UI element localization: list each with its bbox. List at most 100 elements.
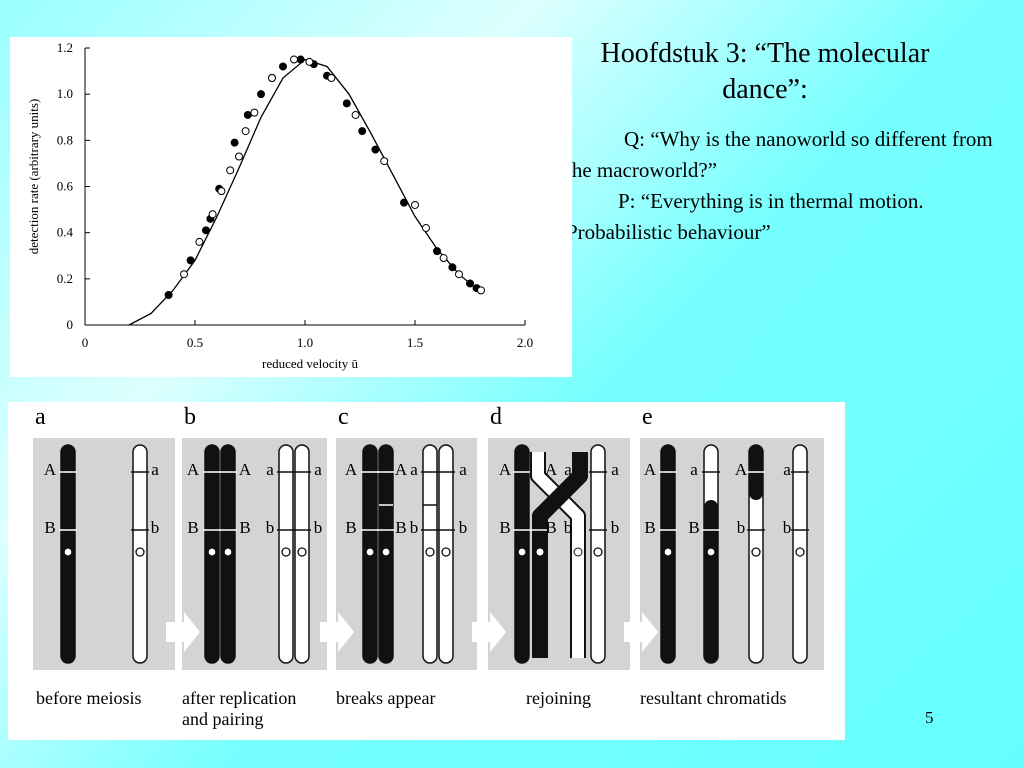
y-tick-label: 1.0 xyxy=(57,86,73,101)
filled-point xyxy=(296,55,305,64)
arrow xyxy=(472,612,506,652)
answer: P: “Everything is in thermal motion. Pro… xyxy=(566,189,924,244)
filled-point xyxy=(279,62,287,71)
locus-label: a xyxy=(151,460,159,479)
filled-point xyxy=(371,145,380,154)
open-point xyxy=(290,55,298,64)
centromere xyxy=(381,547,391,557)
page-number: 5 xyxy=(925,708,934,727)
filled-point xyxy=(433,247,441,256)
centromere xyxy=(207,547,217,557)
centromere xyxy=(281,547,291,557)
filled-point xyxy=(257,90,265,99)
panel-letter: e xyxy=(642,404,653,430)
chromatid-part xyxy=(704,500,718,663)
filled-point xyxy=(230,138,239,147)
open-point xyxy=(305,57,314,66)
panel-caption: and pairing xyxy=(182,709,263,729)
open-point xyxy=(327,74,336,83)
open-point xyxy=(208,210,217,219)
centromere xyxy=(593,547,603,557)
locus-label: b xyxy=(314,518,323,537)
locus-label: A xyxy=(735,460,748,479)
locus-label: A xyxy=(44,460,57,479)
open-point xyxy=(477,286,485,295)
y-tick-label: 0.8 xyxy=(57,132,73,147)
locus-label: B xyxy=(239,518,250,537)
locus-label: B xyxy=(345,518,356,537)
centromere xyxy=(706,547,716,557)
locus-label: A xyxy=(545,460,558,479)
centromere xyxy=(663,547,673,557)
filled-point xyxy=(342,99,351,108)
panel-caption: resultant chromatids xyxy=(640,688,786,708)
locus-label: a xyxy=(266,460,274,479)
locus-label: B xyxy=(644,518,655,537)
locus-label: b xyxy=(459,518,468,537)
panel-letter: a xyxy=(35,404,46,430)
filled-point xyxy=(448,263,457,272)
open-point xyxy=(250,108,259,117)
panel xyxy=(488,438,630,670)
open-point xyxy=(180,270,188,279)
open-point xyxy=(422,224,430,233)
locus-label: b xyxy=(783,518,792,537)
x-tick-label: 0.5 xyxy=(187,335,203,350)
locus-label: b xyxy=(564,518,573,537)
question: Q: “Why is the nanoworld so different fr… xyxy=(566,127,993,182)
locus-label: A xyxy=(187,460,200,479)
open-point xyxy=(195,237,204,246)
filled-point xyxy=(358,127,367,136)
crossed-chromatid xyxy=(532,452,588,658)
centromere xyxy=(535,547,545,557)
locus-label: b xyxy=(151,518,160,537)
panel-caption: breaks appear xyxy=(336,688,435,708)
y-tick-label: 0.4 xyxy=(57,225,74,240)
x-tick-label: 1.0 xyxy=(297,335,313,350)
centromere xyxy=(365,547,375,557)
open-point xyxy=(455,270,463,279)
locus-label: b xyxy=(266,518,275,537)
arrow xyxy=(320,612,354,652)
x-tick-label: 0 xyxy=(82,335,89,350)
y-tick-label: 0.2 xyxy=(57,271,73,286)
locus-label: B xyxy=(187,518,198,537)
locus-label: B xyxy=(499,518,510,537)
centromere xyxy=(425,547,435,557)
locus-label: a xyxy=(564,460,572,479)
centromere xyxy=(573,547,583,557)
panel-caption: before meiosis xyxy=(36,688,141,708)
locus-label: B xyxy=(545,518,556,537)
centromere xyxy=(135,547,145,557)
panel-letter: b xyxy=(184,404,196,430)
y-tick-label: 1.2 xyxy=(57,40,73,55)
x-axis-label: reduced velocity ū xyxy=(262,356,359,371)
panel xyxy=(33,438,175,670)
centromere xyxy=(795,547,805,557)
y-tick-label: 0 xyxy=(67,317,74,332)
open-point xyxy=(268,74,276,83)
y-tick-label: 0.6 xyxy=(57,179,74,194)
locus-label: A xyxy=(239,460,252,479)
open-point xyxy=(351,110,360,119)
centromere xyxy=(297,547,307,557)
filled-point xyxy=(400,198,408,207)
open-point xyxy=(411,200,419,209)
locus-label: a xyxy=(690,460,698,479)
panel-letter: d xyxy=(490,404,502,430)
locus-label: B xyxy=(395,518,406,537)
open-point xyxy=(241,127,250,136)
open-point xyxy=(439,254,448,263)
locus-label: A xyxy=(499,460,512,479)
centromere xyxy=(223,547,233,557)
filled-point xyxy=(186,256,195,265)
open-point xyxy=(235,152,243,161)
filled-point xyxy=(164,290,173,299)
centromere xyxy=(751,547,761,557)
locus-label: a xyxy=(611,460,619,479)
open-point xyxy=(226,166,235,175)
arrow xyxy=(624,612,658,652)
centromere xyxy=(63,547,73,557)
locus-label: b xyxy=(410,518,419,537)
